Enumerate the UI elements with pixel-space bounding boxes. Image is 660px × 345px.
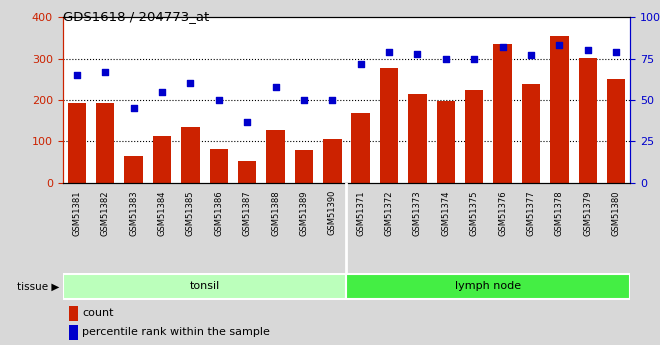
- Text: GSM51388: GSM51388: [271, 190, 280, 236]
- Text: tissue ▶: tissue ▶: [17, 282, 59, 291]
- Point: [156, 89, 167, 95]
- Bar: [210, 149, 228, 183]
- Text: GSM51386: GSM51386: [214, 190, 223, 236]
- Bar: [295, 150, 313, 183]
- Point: [100, 69, 111, 75]
- Bar: [579, 58, 597, 183]
- Bar: [96, 104, 114, 183]
- Point: [270, 84, 280, 90]
- Point: [185, 81, 195, 86]
- Text: GSM51371: GSM51371: [356, 190, 365, 236]
- Point: [610, 49, 621, 55]
- Bar: [522, 84, 540, 183]
- Bar: [267, 130, 284, 183]
- Bar: [125, 156, 143, 183]
- Text: GSM51381: GSM51381: [73, 190, 81, 236]
- Point: [242, 119, 252, 124]
- Bar: [380, 68, 398, 183]
- Text: GSM51378: GSM51378: [555, 190, 564, 236]
- Text: GDS1618 / 204773_at: GDS1618 / 204773_at: [63, 10, 209, 23]
- Point: [412, 51, 422, 57]
- Point: [554, 43, 564, 48]
- Text: GSM51382: GSM51382: [101, 190, 110, 236]
- Bar: [323, 139, 341, 183]
- Bar: [153, 137, 171, 183]
- Bar: [465, 90, 483, 183]
- Point: [298, 97, 309, 103]
- Text: lymph node: lymph node: [455, 282, 521, 291]
- Text: percentile rank within the sample: percentile rank within the sample: [82, 327, 271, 337]
- Text: GSM51377: GSM51377: [527, 190, 535, 236]
- Bar: [352, 113, 370, 183]
- Text: GSM51383: GSM51383: [129, 190, 138, 236]
- Text: GSM51374: GSM51374: [442, 190, 450, 236]
- Bar: [550, 36, 568, 183]
- Point: [128, 106, 139, 111]
- Bar: [607, 79, 625, 183]
- Bar: [346, 274, 630, 299]
- Bar: [69, 306, 78, 321]
- Point: [213, 97, 224, 103]
- Point: [582, 48, 593, 53]
- Point: [525, 52, 536, 58]
- Point: [383, 49, 394, 55]
- Text: GSM51379: GSM51379: [583, 190, 592, 236]
- Text: GSM51387: GSM51387: [243, 190, 251, 236]
- Point: [72, 72, 82, 78]
- Bar: [182, 127, 199, 183]
- Bar: [69, 325, 78, 339]
- Point: [497, 44, 508, 50]
- Text: GSM51373: GSM51373: [413, 190, 422, 236]
- Text: GSM51384: GSM51384: [158, 190, 166, 236]
- Bar: [68, 103, 86, 183]
- Point: [469, 56, 479, 61]
- Text: GSM51390: GSM51390: [328, 190, 337, 235]
- Bar: [238, 161, 256, 183]
- Point: [327, 97, 337, 103]
- Text: GSM51389: GSM51389: [300, 190, 308, 236]
- Text: GSM51375: GSM51375: [470, 190, 478, 236]
- Point: [440, 56, 451, 61]
- Text: GSM51376: GSM51376: [498, 190, 507, 236]
- Bar: [437, 101, 455, 183]
- Text: GSM51385: GSM51385: [186, 190, 195, 236]
- Text: GSM51380: GSM51380: [612, 190, 620, 236]
- Bar: [63, 274, 346, 299]
- Text: tonsil: tonsil: [189, 282, 220, 291]
- Text: GSM51372: GSM51372: [385, 190, 393, 236]
- Bar: [409, 94, 426, 183]
- Point: [355, 61, 366, 66]
- Bar: [494, 44, 512, 183]
- Text: count: count: [82, 308, 114, 318]
